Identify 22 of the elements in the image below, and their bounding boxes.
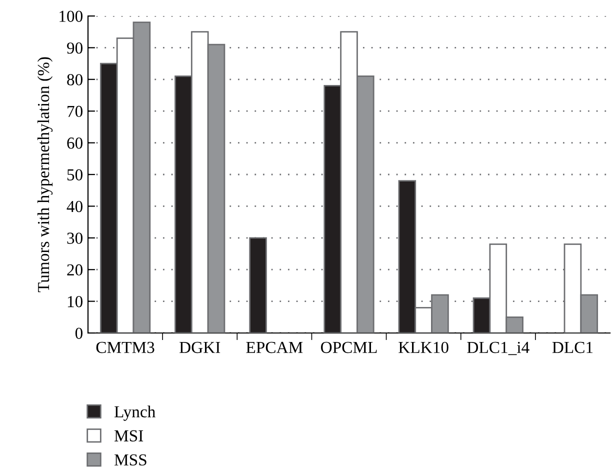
legend-label: MSS [114, 454, 146, 466]
y-tick-label: 50 [67, 169, 83, 180]
y-tick-label: 20 [67, 264, 83, 276]
y-tick-label: 30 [67, 232, 83, 244]
x-tick-label: OPCML [320, 342, 377, 354]
y-tick-label: 70 [68, 106, 83, 118]
y-tick-label: 80 [67, 74, 83, 86]
x-tick-label: CMTM3 [96, 342, 154, 354]
y-tick-label: 90 [67, 42, 83, 54]
y-tick-label: 10 [68, 296, 83, 308]
y-axis-title: Tumors with hypermethylation (%) [37, 57, 53, 292]
x-tick-label: EPCAM [246, 342, 303, 354]
y-tick-label: 40 [66, 200, 83, 212]
legend-label: MSI [114, 430, 144, 442]
x-tick-label: DLC1_i4 [467, 342, 530, 356]
x-tick-label: DGKI [180, 342, 220, 354]
y-tick-label: 0 [75, 328, 83, 339]
legend-label: Lynch [114, 406, 156, 421]
x-tick-label: KLK10 [398, 342, 448, 354]
y-tick-label: 100 [60, 10, 83, 22]
y-tick-label: 60 [67, 138, 83, 149]
x-tick-label: DLC1 [552, 342, 593, 354]
